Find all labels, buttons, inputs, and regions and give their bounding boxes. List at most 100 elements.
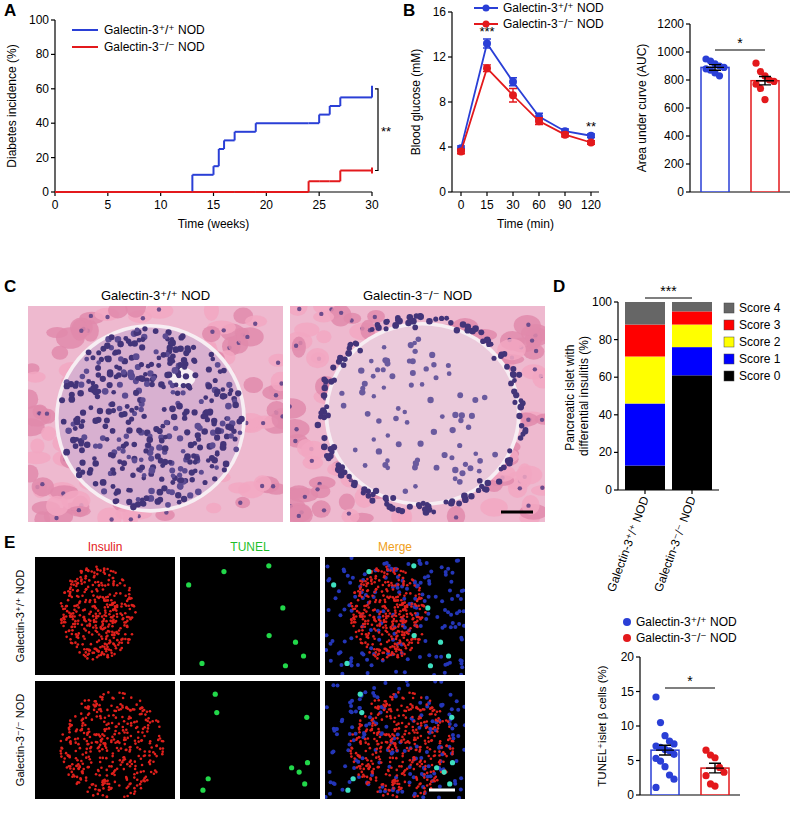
insulin-signal: [112, 609, 115, 612]
nucleus: [369, 628, 373, 632]
insulin-signal: [83, 616, 86, 619]
nucleus: [93, 481, 99, 487]
nucleus: [472, 397, 478, 403]
insulin-signal: [127, 638, 130, 641]
nucleus: [63, 449, 70, 456]
nucleus: [448, 320, 453, 325]
series-line: [461, 68, 591, 151]
legend-label: Score 3: [739, 318, 781, 332]
nucleus: [504, 364, 510, 370]
acinar-cell: [535, 414, 545, 425]
sig-label: *: [737, 35, 743, 51]
insulin-signal: [105, 615, 108, 618]
nucleus: [346, 574, 350, 578]
nucleus: [353, 595, 357, 599]
nucleus: [160, 424, 165, 429]
insulin-signal: [110, 599, 113, 602]
nucleus: [343, 640, 347, 644]
insulin-signal: [112, 636, 115, 639]
bar-segment: [625, 404, 665, 466]
nucleus: [181, 449, 186, 454]
insulin-signal: [71, 596, 74, 599]
nucleus: [202, 480, 207, 485]
insulin-signal: [105, 638, 108, 641]
nucleus: [349, 656, 353, 660]
legend-label: Galectin-3⁻/⁻ NOD: [503, 17, 604, 31]
error-bar: [483, 65, 491, 72]
x-tick-label: Galectin-3⁺/⁺ NOD: [604, 494, 652, 594]
nucleus: [177, 435, 183, 441]
nucleus: [369, 498, 375, 504]
nucleus: [112, 351, 117, 356]
nucleus: [227, 391, 232, 396]
nucleus: [171, 414, 178, 421]
nucleus: [526, 418, 530, 422]
nucleus: [533, 367, 537, 371]
insulin-signal: [111, 622, 114, 625]
nucleus: [318, 410, 323, 415]
y-tick: [614, 339, 618, 340]
nucleus: [376, 609, 380, 613]
nucleus: [79, 460, 85, 466]
nucleus: [139, 457, 144, 462]
nucleus: [321, 377, 327, 383]
nucleus: [410, 602, 414, 606]
insulin-signal: [122, 617, 125, 620]
nucleus: [209, 352, 214, 357]
marker: [483, 40, 491, 48]
nucleus: [303, 495, 307, 499]
nucleus: [184, 345, 190, 351]
insulin-signal: [106, 568, 109, 571]
y-tick: [51, 88, 55, 89]
nucleus: [462, 609, 465, 613]
nucleus: [191, 409, 197, 415]
step-riser: [234, 132, 236, 141]
nucleus: [233, 436, 238, 441]
nucleus: [420, 382, 425, 387]
nucleus: [373, 488, 379, 494]
insulin-signal: [85, 588, 88, 591]
nucleus: [84, 441, 91, 448]
acinar-cell: [52, 346, 69, 360]
nucleus: [171, 390, 176, 395]
insulin-signal: [92, 615, 95, 618]
insulin-signal: [74, 641, 77, 644]
nucleus: [110, 401, 116, 407]
nucleus: [143, 448, 148, 453]
insulin-signal: [108, 648, 111, 651]
insulin-signal: [108, 639, 111, 642]
nucleus: [113, 498, 119, 504]
insulin-signal: [83, 654, 86, 657]
nucleus: [183, 373, 189, 379]
insulin-signal: [85, 620, 88, 623]
nucleus: [405, 587, 409, 591]
insulin-signal: [111, 630, 114, 633]
nucleus: [157, 307, 161, 311]
nucleus: [107, 371, 114, 378]
insulin-signal: [96, 568, 99, 571]
y-tick: [686, 23, 690, 24]
insulin-signal: [112, 577, 115, 580]
nucleus: [199, 470, 204, 475]
nucleus: [325, 633, 329, 637]
insulin-signal: [72, 583, 75, 586]
nucleus: [370, 327, 375, 332]
nucleus: [456, 594, 460, 598]
nucleus: [209, 455, 215, 461]
nucleus: [195, 432, 201, 438]
x-tick: [590, 192, 591, 196]
step-riser: [255, 123, 257, 132]
y-axis: [54, 20, 55, 192]
nucleus: [136, 467, 141, 472]
step-end: [371, 86, 373, 92]
x-tick-label: 30: [506, 198, 520, 212]
nucleus: [181, 383, 186, 388]
insulin-signal: [65, 615, 68, 618]
insulin-signal: [92, 594, 95, 597]
nucleus: [102, 388, 109, 395]
nucleus: [429, 352, 435, 358]
nucleus: [290, 404, 292, 408]
nucleus: [201, 414, 206, 419]
nucleus: [100, 479, 107, 486]
y-tick-label: 100: [29, 13, 49, 27]
